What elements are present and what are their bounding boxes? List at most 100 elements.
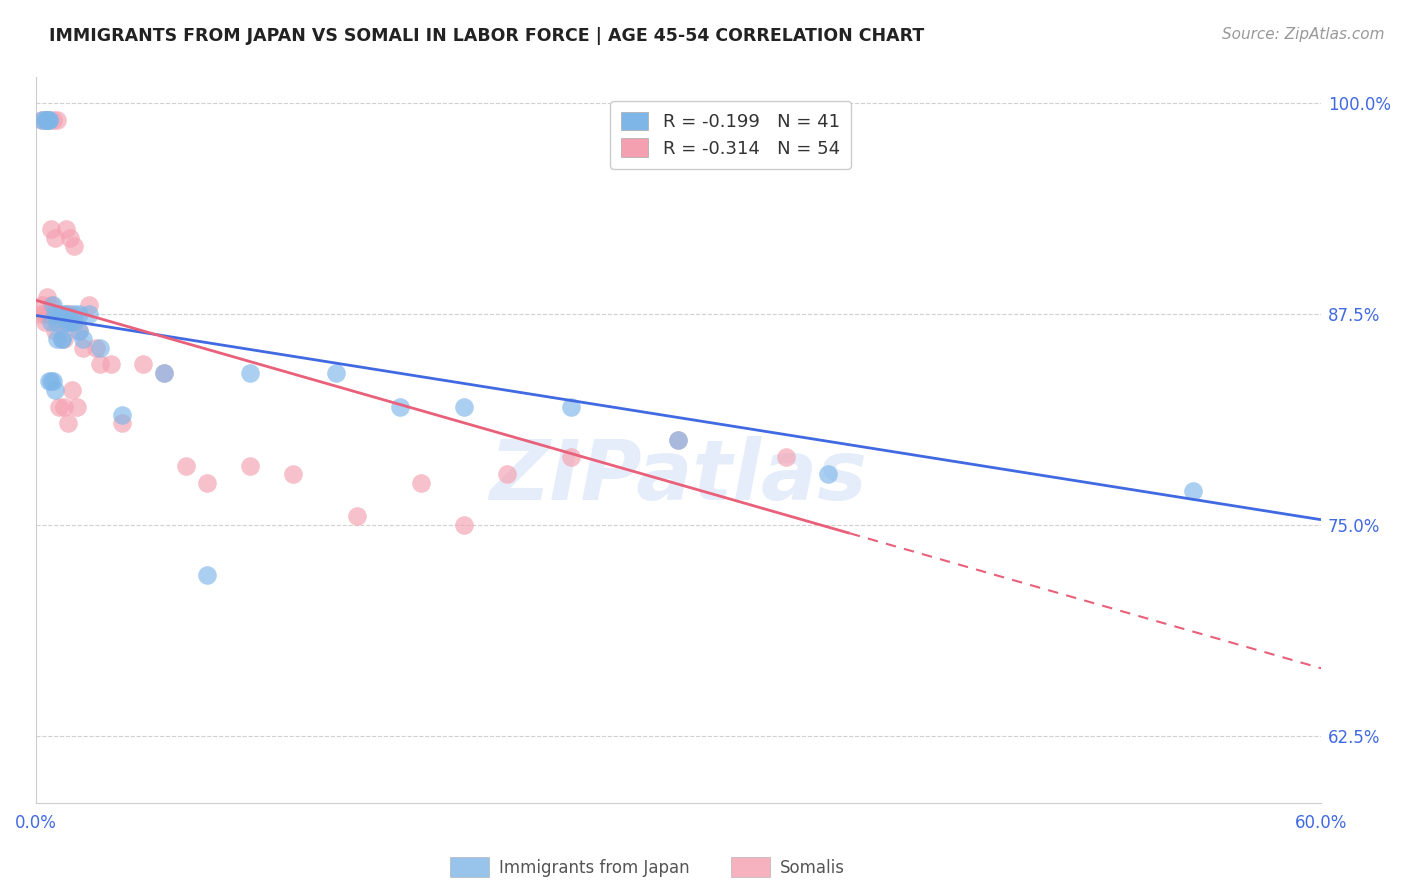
Point xyxy=(1181,483,1204,498)
Point xyxy=(38,112,60,127)
Point xyxy=(66,400,89,414)
Point xyxy=(56,307,79,321)
Point xyxy=(411,475,433,490)
Point xyxy=(30,307,52,321)
Point xyxy=(239,458,262,473)
Point xyxy=(55,222,77,236)
Point xyxy=(281,467,304,482)
Point xyxy=(35,112,58,127)
Point xyxy=(31,112,53,127)
Point xyxy=(59,231,82,245)
Point xyxy=(89,358,111,372)
Point xyxy=(48,307,70,321)
Point xyxy=(453,517,475,532)
Point xyxy=(46,112,69,127)
Point xyxy=(46,315,69,329)
Point xyxy=(60,315,83,329)
Point xyxy=(67,324,90,338)
Point xyxy=(44,307,66,321)
Point xyxy=(132,358,155,372)
Point xyxy=(453,400,475,414)
Legend: R = -0.199   N = 41, R = -0.314   N = 54: R = -0.199 N = 41, R = -0.314 N = 54 xyxy=(610,101,851,169)
Text: Immigrants from Japan: Immigrants from Japan xyxy=(499,859,690,877)
Point xyxy=(46,307,69,321)
Point xyxy=(63,315,86,329)
Point xyxy=(35,307,58,321)
Point xyxy=(72,332,94,346)
Point xyxy=(63,315,86,329)
Point xyxy=(42,374,65,388)
Point xyxy=(52,332,75,346)
Point xyxy=(496,467,519,482)
Point xyxy=(100,358,122,372)
Point xyxy=(48,307,70,321)
Point xyxy=(55,307,77,321)
Point xyxy=(56,315,79,329)
Point xyxy=(35,290,58,304)
Point xyxy=(817,467,839,482)
Point xyxy=(52,307,75,321)
Text: Somalis: Somalis xyxy=(780,859,845,877)
Point xyxy=(89,341,111,355)
Point xyxy=(59,315,82,329)
Point xyxy=(51,332,73,346)
Point xyxy=(389,400,412,414)
Point xyxy=(63,239,86,253)
Point xyxy=(46,332,69,346)
Point xyxy=(38,112,60,127)
Point xyxy=(34,112,56,127)
Point xyxy=(34,307,56,321)
Point xyxy=(38,307,60,321)
Point xyxy=(51,315,73,329)
Point xyxy=(174,458,197,473)
Point xyxy=(59,307,82,321)
Point xyxy=(38,374,60,388)
Point xyxy=(67,307,90,321)
Point xyxy=(67,324,90,338)
Point xyxy=(44,383,66,397)
Point xyxy=(195,568,218,582)
Point xyxy=(195,475,218,490)
Point xyxy=(51,332,73,346)
Point xyxy=(56,417,79,431)
Point xyxy=(239,366,262,380)
Point xyxy=(153,366,176,380)
Point xyxy=(44,324,66,338)
Point xyxy=(31,112,53,127)
Text: IMMIGRANTS FROM JAPAN VS SOMALI IN LABOR FORCE | AGE 45-54 CORRELATION CHART: IMMIGRANTS FROM JAPAN VS SOMALI IN LABOR… xyxy=(49,27,925,45)
Point xyxy=(325,366,347,380)
Point xyxy=(560,450,582,465)
Point xyxy=(84,341,107,355)
Point xyxy=(42,307,65,321)
Point xyxy=(48,400,70,414)
Point xyxy=(60,383,83,397)
Point xyxy=(79,307,101,321)
Point xyxy=(39,315,62,329)
Point xyxy=(56,315,79,329)
Point xyxy=(560,400,582,414)
Point xyxy=(35,112,58,127)
Point xyxy=(63,307,86,321)
Point xyxy=(31,298,53,312)
Point xyxy=(346,509,368,524)
Point xyxy=(39,222,62,236)
Point xyxy=(775,450,797,465)
Point xyxy=(34,315,56,329)
Point xyxy=(44,231,66,245)
Point xyxy=(668,434,690,448)
Point xyxy=(39,374,62,388)
Point xyxy=(110,408,132,422)
Point xyxy=(39,307,62,321)
Text: Source: ZipAtlas.com: Source: ZipAtlas.com xyxy=(1222,27,1385,42)
Point xyxy=(668,434,690,448)
Point xyxy=(39,298,62,312)
Point xyxy=(110,417,132,431)
Point xyxy=(42,298,65,312)
Point xyxy=(35,112,58,127)
Text: ZIPatlas: ZIPatlas xyxy=(489,436,868,517)
Point xyxy=(52,400,75,414)
Point xyxy=(42,112,65,127)
Point xyxy=(153,366,176,380)
Point xyxy=(55,315,77,329)
Point xyxy=(72,341,94,355)
